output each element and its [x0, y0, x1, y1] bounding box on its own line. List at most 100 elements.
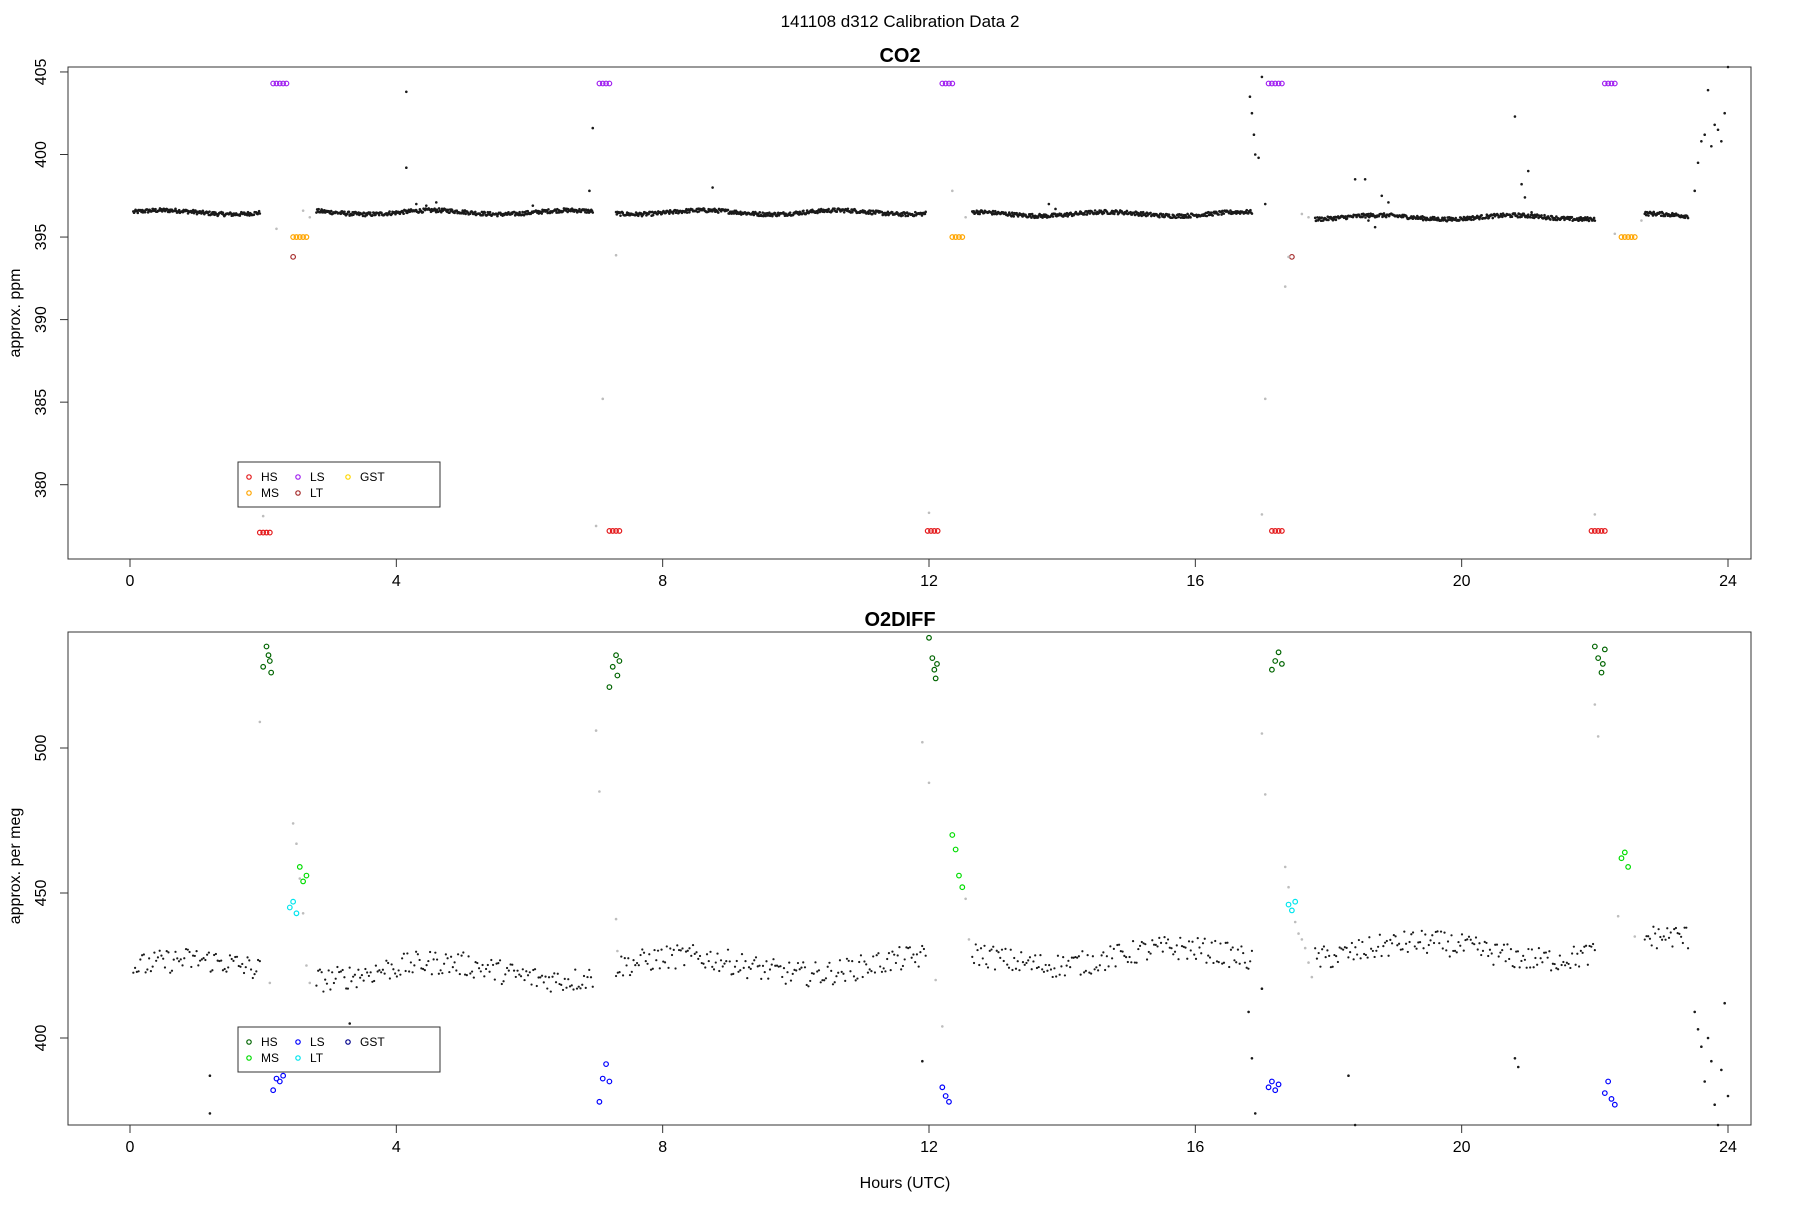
co2-ambient-point: [1723, 111, 1726, 115]
o2diff-ambient-point: [723, 962, 726, 965]
co2-ambient-point: [1221, 209, 1224, 213]
co2-ambient-point: [329, 209, 333, 213]
co2-hs-point: [616, 528, 623, 534]
o2diff-ambient-point: [568, 985, 572, 988]
o2diff-ambient-point: [1392, 933, 1395, 937]
o2diff-ambient-point: [383, 972, 386, 975]
o2diff-ambient-point: [730, 973, 733, 976]
o2diff-ambient-point: [1240, 945, 1243, 948]
co2-ls-point: [606, 80, 613, 87]
o2diff-ambient-point: [208, 1112, 212, 1115]
o2diff-ambient-point: [1145, 958, 1149, 961]
o2diff-legend-gst-label: GST: [360, 1035, 385, 1049]
o2diff-ambient-point: [719, 959, 723, 962]
o2diff-ambient-point: [1107, 965, 1110, 968]
o2diff-ambient-point: [418, 958, 421, 962]
o2diff-ambient-point: [1363, 952, 1366, 956]
co2-ambient-point: [1462, 215, 1466, 219]
o2diff-ambient-point: [1056, 954, 1060, 957]
o2diff-ambient-point: [1441, 947, 1444, 950]
o2diff-ambient-point: [852, 975, 856, 978]
co2-ambient-point: [1249, 208, 1252, 212]
o2diff-ambient-point: [1130, 961, 1133, 964]
o2diff-ambient-point: [1534, 956, 1537, 960]
o2diff-axes: 0 4 8 12 16 20 24 400 450 500: [33, 735, 1737, 1156]
o2diff-ambient-point: [674, 967, 677, 970]
o2diff-ambient-point: [620, 955, 623, 958]
o2diff-flush-point: [1263, 793, 1267, 796]
o2diff-ambient-point: [805, 983, 808, 987]
o2diff-ambient-point: [228, 954, 232, 957]
o2diff-ambient-point: [716, 952, 719, 955]
co2-ls-point: [1275, 80, 1282, 87]
o2diff-ambient-point: [1116, 943, 1119, 947]
co2-hs-point: [1595, 528, 1602, 534]
o2diff-ambient-point: [1186, 957, 1189, 960]
o2diff-ambient-point: [533, 968, 537, 971]
o2diff-ambient-point: [739, 969, 742, 972]
o2diff-ls-point: [1275, 1081, 1282, 1088]
o2diff-ambient-point: [1035, 966, 1039, 970]
o2diff-ambient-point: [239, 965, 242, 968]
o2diff-hs-point: [260, 663, 267, 670]
o2diff-ambient-point: [1006, 963, 1009, 966]
o2diff-ambient-point: [220, 959, 223, 962]
co2-ambient-point: [1263, 202, 1267, 206]
co2-ambient-point: [1549, 218, 1552, 221]
co2-ambient-point: [1066, 215, 1070, 218]
o2diff-ambient-point: [1165, 942, 1168, 945]
o2diff-ambient-point: [169, 971, 172, 974]
o2diff-ambient-point: [1590, 945, 1593, 948]
o2diff-ambient-point: [1340, 947, 1343, 950]
o2diff-ambient-point: [1025, 961, 1028, 965]
o2diff-ambient-point: [880, 970, 884, 973]
o2diff-ambient-point: [1170, 947, 1173, 950]
co2-ambient-point: [1480, 213, 1483, 217]
o2diff-ambient-point: [1028, 956, 1032, 959]
co2-flush-point: [614, 253, 618, 257]
o2diff-ambient-point: [498, 959, 502, 962]
co2-legend-ms-marker: [246, 490, 252, 496]
o2diff-ambient-point: [802, 961, 805, 964]
o2diff-ambient-point: [183, 957, 186, 960]
figure-title: 141108 d312 Calibration Data 2: [781, 12, 1020, 31]
o2diff-ambient-point: [1427, 943, 1430, 947]
o2diff-ambient-point: [1250, 1057, 1254, 1060]
o2diff-ambient-point: [1021, 961, 1025, 964]
co2-ambient-point: [1683, 216, 1687, 220]
o2diff-ambient-point: [865, 963, 868, 966]
o2diff-ambient-point: [208, 1074, 212, 1077]
co2-ambient-point: [800, 212, 804, 216]
co2-ambient-point: [1252, 133, 1256, 136]
o2diff-ambient-point: [1645, 935, 1648, 938]
o2diff-ambient-point: [1180, 944, 1184, 948]
co2-ambient-point: [1129, 210, 1132, 214]
o2diff-ambient-point: [380, 971, 383, 974]
co2-ambient-point: [221, 211, 225, 214]
co2-ambient-point: [842, 210, 846, 214]
o2diff-ambient-point: [1422, 947, 1425, 950]
o2diff-ambient-point: [634, 964, 637, 967]
o2diff-ambient-point: [915, 953, 919, 956]
co2-legend-box: [237, 461, 441, 508]
o2diff-ambient-point: [532, 968, 535, 972]
co2-ambient-point: [1257, 156, 1260, 160]
co2-ambient-point: [816, 211, 819, 215]
co2-ls-point: [1269, 80, 1275, 87]
co2-ambient-point: [923, 212, 927, 216]
o2diff-ambient-point: [1513, 966, 1516, 969]
o2diff-ambient-point: [1088, 971, 1091, 974]
o2diff-ambient-point: [1536, 963, 1539, 966]
o2diff-ambient-point: [740, 953, 744, 956]
o2diff-ambient-point: [903, 958, 906, 961]
o2diff-ambient-point: [1210, 941, 1213, 944]
o2diff-ambient-point: [174, 950, 177, 953]
o2diff-ambient-point: [1387, 954, 1390, 957]
o2diff-ambient-point: [1389, 938, 1392, 941]
o2diff-ambient-point: [653, 948, 656, 952]
co2-ambient-point: [1432, 215, 1436, 219]
o2diff-ambient-point: [577, 985, 580, 988]
o2diff-ambient-point: [519, 975, 523, 978]
co2-ambient-point: [1382, 212, 1386, 215]
o2diff-flush-point: [967, 938, 971, 941]
